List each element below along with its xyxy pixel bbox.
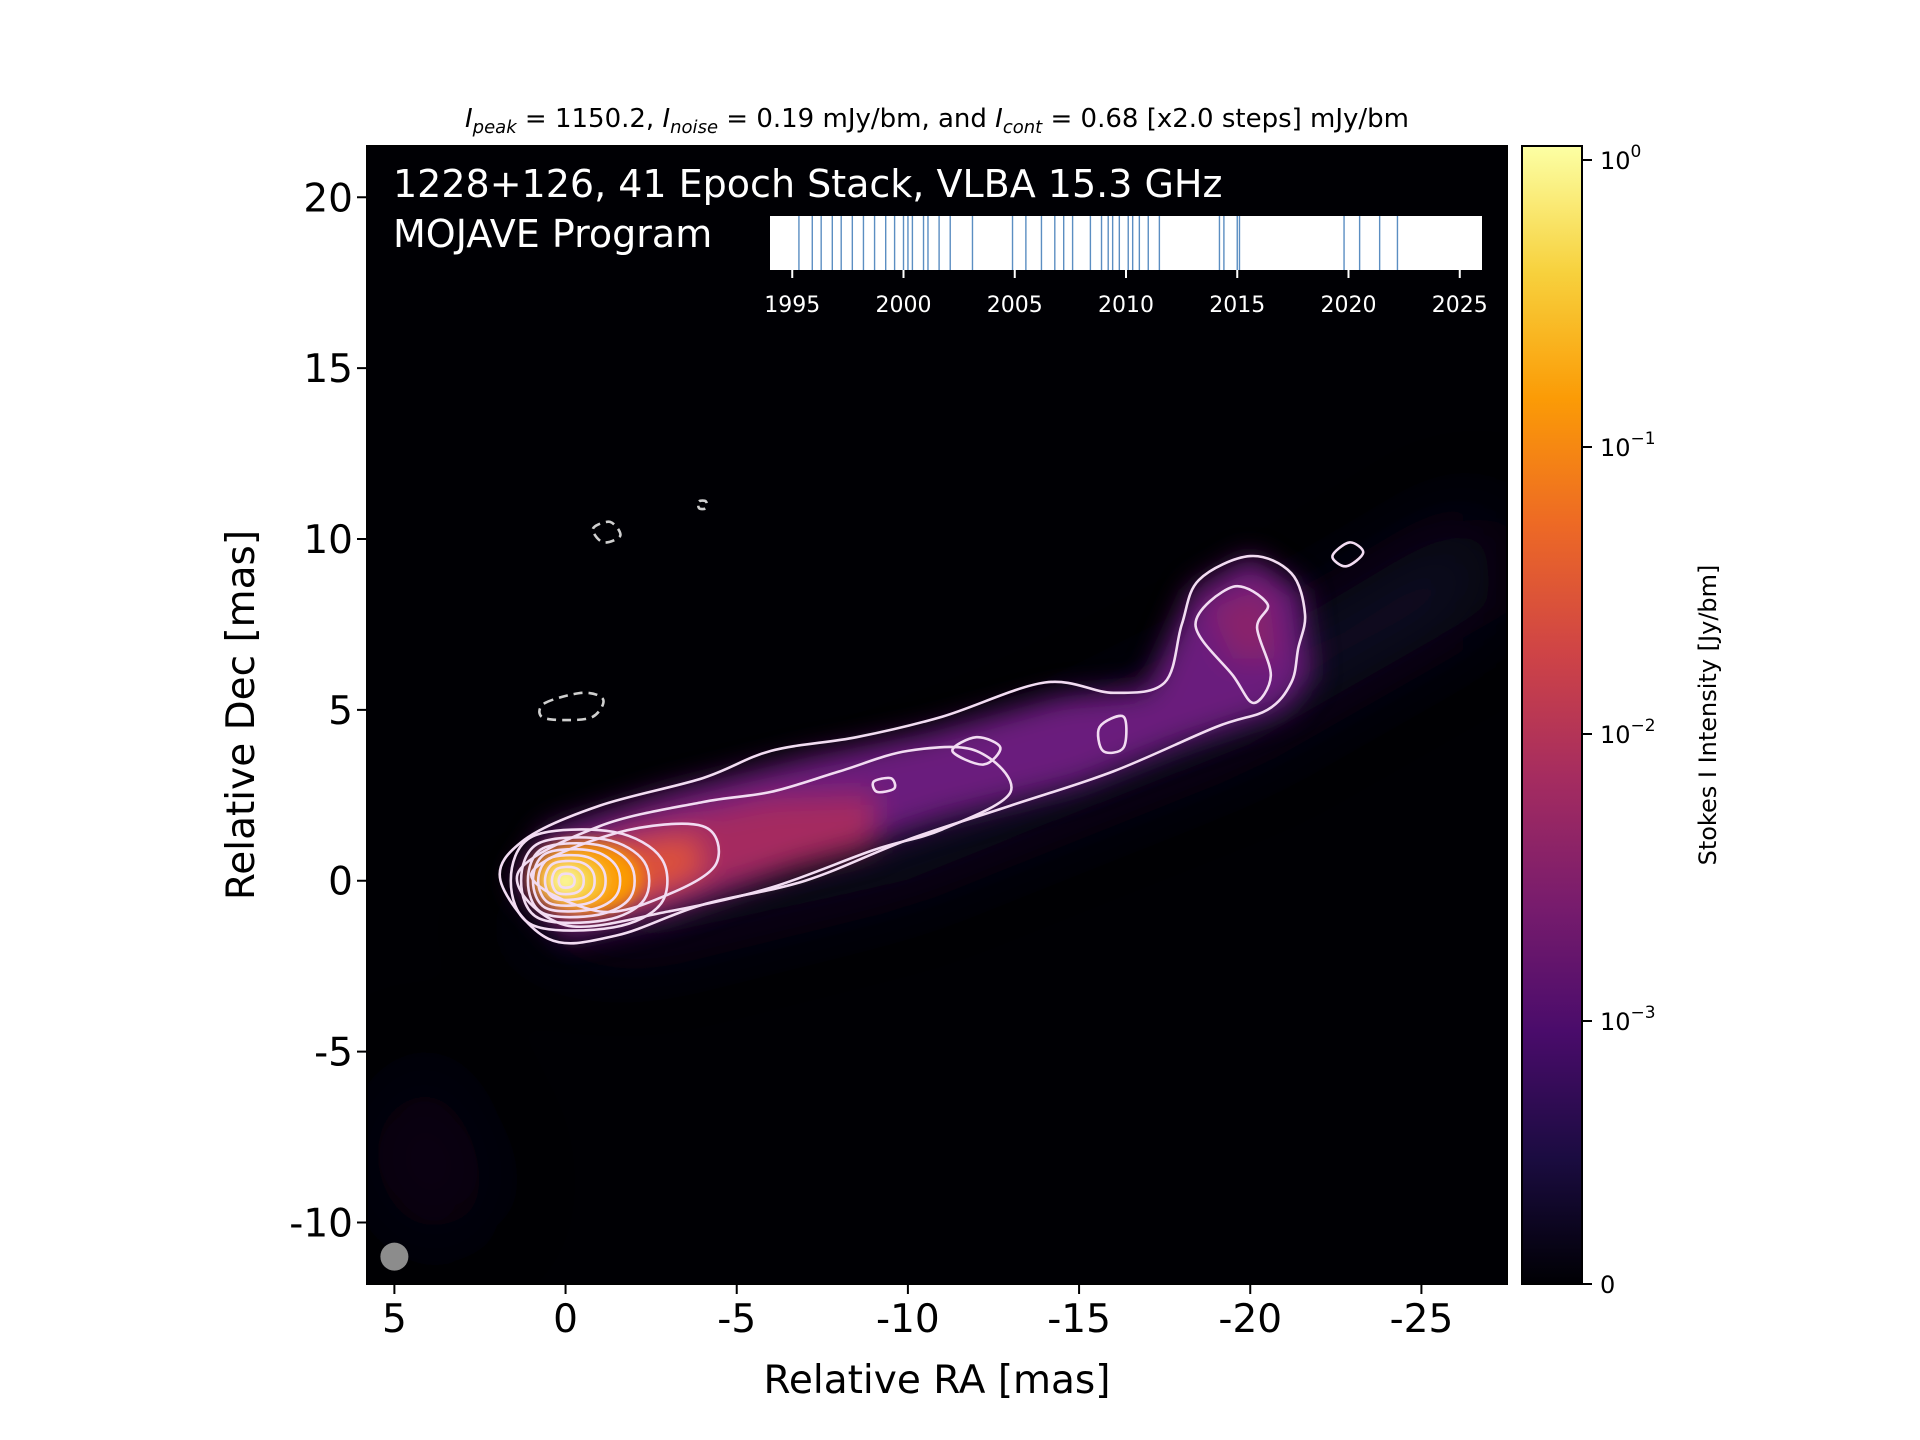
- colorbar-gradient: [1522, 146, 1582, 1284]
- x-tick-label: 0: [553, 1297, 578, 1342]
- epoch-tick-label: 2020: [1321, 293, 1377, 318]
- x-tick-label: -5: [717, 1297, 756, 1342]
- y-tick-label: 10: [303, 518, 353, 563]
- plot-frame: [366, 145, 1508, 1285]
- colorbar-label: Stokes I Intensity [Jy/bm]: [1694, 565, 1722, 866]
- y-axis-label: Relative Dec [mas]: [219, 530, 264, 900]
- colorbar-frame: [1521, 145, 1583, 1285]
- epoch-inset: 1995 2000 2005 2010 2015 2020 2025: [764, 216, 1488, 318]
- negative-contour: [696, 499, 709, 511]
- contours: [498, 499, 1365, 945]
- diffuse-halo: [367, 1051, 498, 1257]
- x-tick-label: -25: [1390, 1297, 1454, 1342]
- y-axis: 20 15 10 5 0 -5 -10: [289, 176, 367, 1246]
- plot-background: [367, 146, 1507, 1284]
- contour-level: [871, 776, 897, 794]
- contour-level: [550, 865, 586, 896]
- epoch-tick-label: 2025: [1432, 293, 1488, 318]
- x-axis-label: Relative RA [mas]: [764, 1358, 1111, 1403]
- x-tick-label: -10: [876, 1297, 940, 1342]
- contour-level: [543, 859, 596, 902]
- x-tick-label: 5: [382, 1297, 407, 1342]
- panel-title-line2: MOJAVE Program: [393, 212, 712, 256]
- colorbar-tick-label: 0: [1600, 1271, 1615, 1299]
- epoch-axis: 1995 2000 2005 2010 2015 2020 2025: [764, 270, 1488, 318]
- y-tick-label: 5: [328, 689, 353, 734]
- contour-level: [557, 872, 576, 889]
- negative-contour: [591, 520, 622, 544]
- y-tick-label: 15: [303, 347, 353, 392]
- contour-level: [526, 841, 636, 919]
- contour-level: [1194, 584, 1273, 705]
- x-tick-label: -20: [1218, 1297, 1282, 1342]
- y-tick-label: -10: [289, 1201, 353, 1246]
- contour-level: [1096, 714, 1128, 755]
- contour-level: [951, 735, 1002, 766]
- x-axis: 5 0 -5 -10 -15 -20 -25: [382, 1284, 1453, 1342]
- epoch-tick-label: 2015: [1209, 293, 1265, 318]
- epoch-tick-label: 2005: [987, 293, 1043, 318]
- contour-level: [1331, 541, 1365, 568]
- y-tick-label: 0: [328, 860, 353, 905]
- contour-level: [519, 836, 651, 925]
- colorbar-tick-label: 10−3: [1600, 1003, 1656, 1036]
- epoch-lines: [798, 216, 1399, 270]
- epoch-tick-label: 1995: [764, 293, 820, 318]
- colorbar-tick-label: 10−2: [1600, 716, 1656, 749]
- colorbar-tick-label: 10−1: [1600, 429, 1656, 462]
- contour-level: [509, 828, 669, 932]
- y-tick-label: -5: [314, 1031, 353, 1076]
- negative-contour: [538, 691, 605, 722]
- plot-title: Ipeak = 1150.2, Inoise = 0.19 mJy/bm, an…: [465, 104, 1409, 138]
- x-tick-label: -15: [1047, 1297, 1111, 1342]
- epoch-inset-background: [770, 216, 1482, 270]
- y-tick-label: 20: [303, 176, 353, 221]
- beam-marker: [380, 1242, 409, 1271]
- colorbar: 100 10−1 10−2 10−3 0: [1521, 142, 1656, 1299]
- contour-level: [531, 847, 622, 913]
- contour-level: [515, 745, 1013, 929]
- epoch-tick-label: 2010: [1098, 293, 1154, 318]
- colorbar-tick-label: 100: [1600, 142, 1641, 175]
- epoch-tick-label: 2000: [876, 293, 932, 318]
- image-panel: 1228+126, 41 Epoch Stack, VLBA 15.3 GHz …: [366, 145, 1508, 1285]
- panel-title-line1: 1228+126, 41 Epoch Stack, VLBA 15.3 GHz: [393, 162, 1222, 206]
- contour-level: [530, 822, 721, 914]
- contour-level: [498, 554, 1307, 945]
